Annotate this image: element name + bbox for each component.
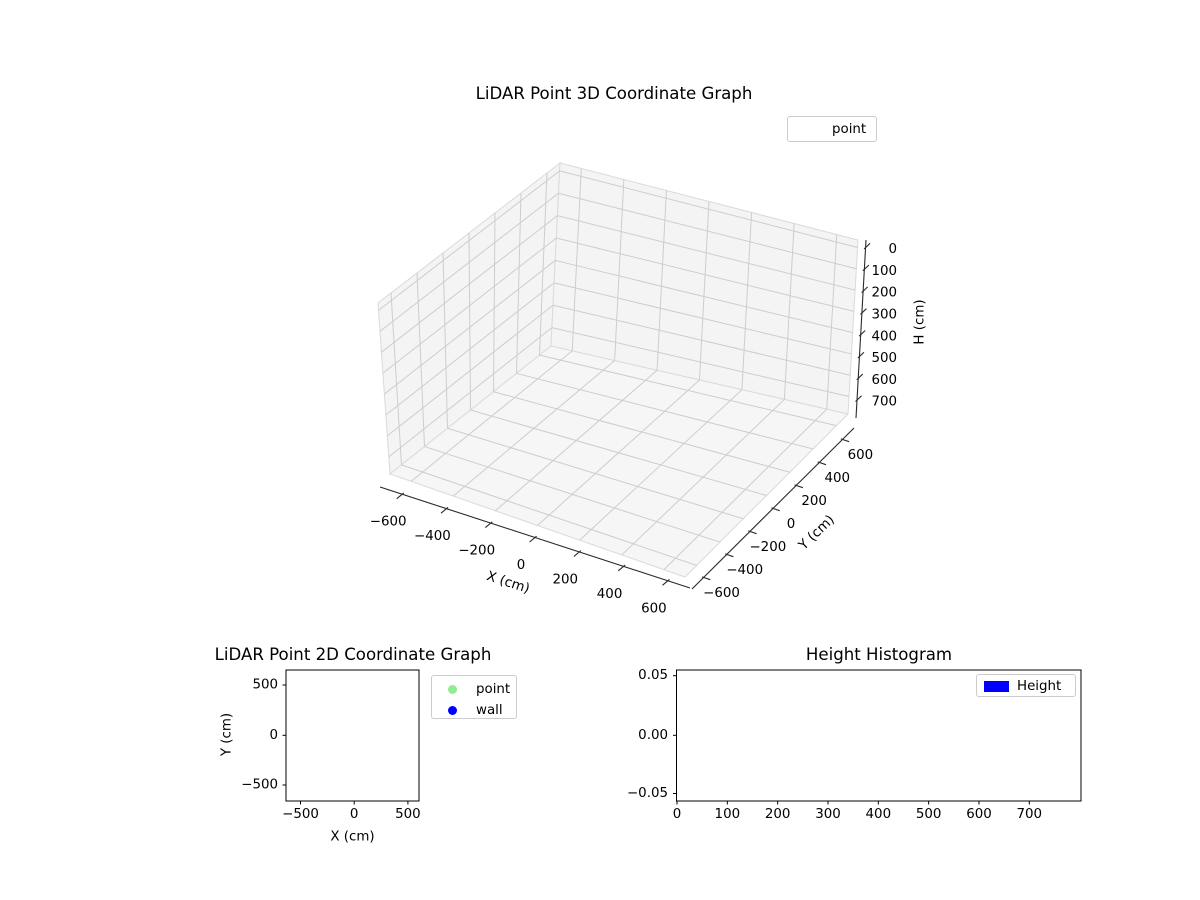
hist-legend: Height (976, 674, 1076, 697)
plot3d-axes: −600−400−2000200400600−600−400−200020040… (370, 161, 928, 616)
svg-text:500: 500 (395, 807, 421, 822)
legend-label-point: point (476, 681, 511, 697)
svg-text:Y (cm): Y (cm) (220, 713, 235, 757)
hist-title: Height Histogram (805, 645, 953, 664)
svg-text:−500: −500 (241, 778, 278, 793)
plot3d-title: LiDAR Point 3D Coordinate Graph (475, 84, 753, 103)
svg-text:−0.05: −0.05 (627, 786, 668, 801)
svg-text:400: 400 (597, 587, 623, 602)
svg-text:−500: −500 (282, 807, 319, 822)
plot2d-legend: point wall (431, 675, 517, 719)
svg-text:100: 100 (871, 264, 897, 279)
svg-text:0: 0 (269, 728, 278, 743)
plot2d-title: LiDAR Point 2D Coordinate Graph (214, 645, 492, 664)
svg-text:300: 300 (815, 807, 841, 822)
svg-text:600: 600 (871, 373, 897, 388)
svg-text:−200: −200 (458, 544, 495, 559)
svg-text:X (cm): X (cm) (330, 830, 374, 845)
svg-text:0.00: 0.00 (638, 728, 668, 743)
svg-text:700: 700 (871, 395, 897, 410)
svg-text:0: 0 (888, 242, 897, 257)
svg-text:300: 300 (871, 307, 897, 322)
svg-text:H (cm): H (cm) (913, 299, 928, 344)
svg-text:−200: −200 (749, 540, 786, 555)
svg-text:−600: −600 (370, 515, 407, 530)
legend-label-point-3d: point (832, 122, 867, 137)
svg-text:0: 0 (517, 558, 526, 573)
svg-text:0: 0 (673, 807, 682, 822)
svg-text:400: 400 (866, 807, 892, 822)
svg-text:200: 200 (801, 494, 827, 509)
height-swatch-icon (984, 681, 1009, 692)
svg-text:200: 200 (871, 286, 897, 301)
legend-label-wall: wall (476, 702, 503, 718)
svg-text:X (cm): X (cm) (485, 569, 532, 597)
wall-marker-icon (448, 705, 457, 715)
svg-text:−600: −600 (703, 586, 740, 601)
svg-text:200: 200 (553, 572, 579, 587)
svg-text:0: 0 (787, 517, 796, 532)
svg-text:500: 500 (871, 351, 897, 366)
svg-text:−400: −400 (414, 529, 451, 544)
point-marker-icon (448, 684, 457, 694)
svg-text:700: 700 (1017, 807, 1043, 822)
svg-text:200: 200 (765, 807, 791, 822)
plot3d-legend: point (787, 116, 877, 142)
svg-text:600: 600 (966, 807, 992, 822)
svg-text:500: 500 (916, 807, 942, 822)
svg-text:400: 400 (825, 471, 851, 486)
svg-text:100: 100 (715, 807, 741, 822)
svg-text:Y (cm): Y (cm) (795, 513, 837, 555)
svg-text:500: 500 (252, 678, 278, 693)
hist-axes: 0 100 200 300 400 500 600 700 0.05 0.00 −0.05 (627, 668, 1082, 822)
plot2d-axes: −500 0 500 500 0 −500 X (cm) Y (cm) (220, 669, 421, 845)
svg-text:600: 600 (641, 601, 667, 616)
legend-label-height: Height (1017, 679, 1062, 694)
svg-text:0.05: 0.05 (638, 668, 668, 683)
svg-text:600: 600 (848, 448, 874, 463)
svg-text:−400: −400 (726, 563, 763, 578)
svg-text:0: 0 (350, 807, 359, 822)
svg-text:400: 400 (871, 329, 897, 344)
